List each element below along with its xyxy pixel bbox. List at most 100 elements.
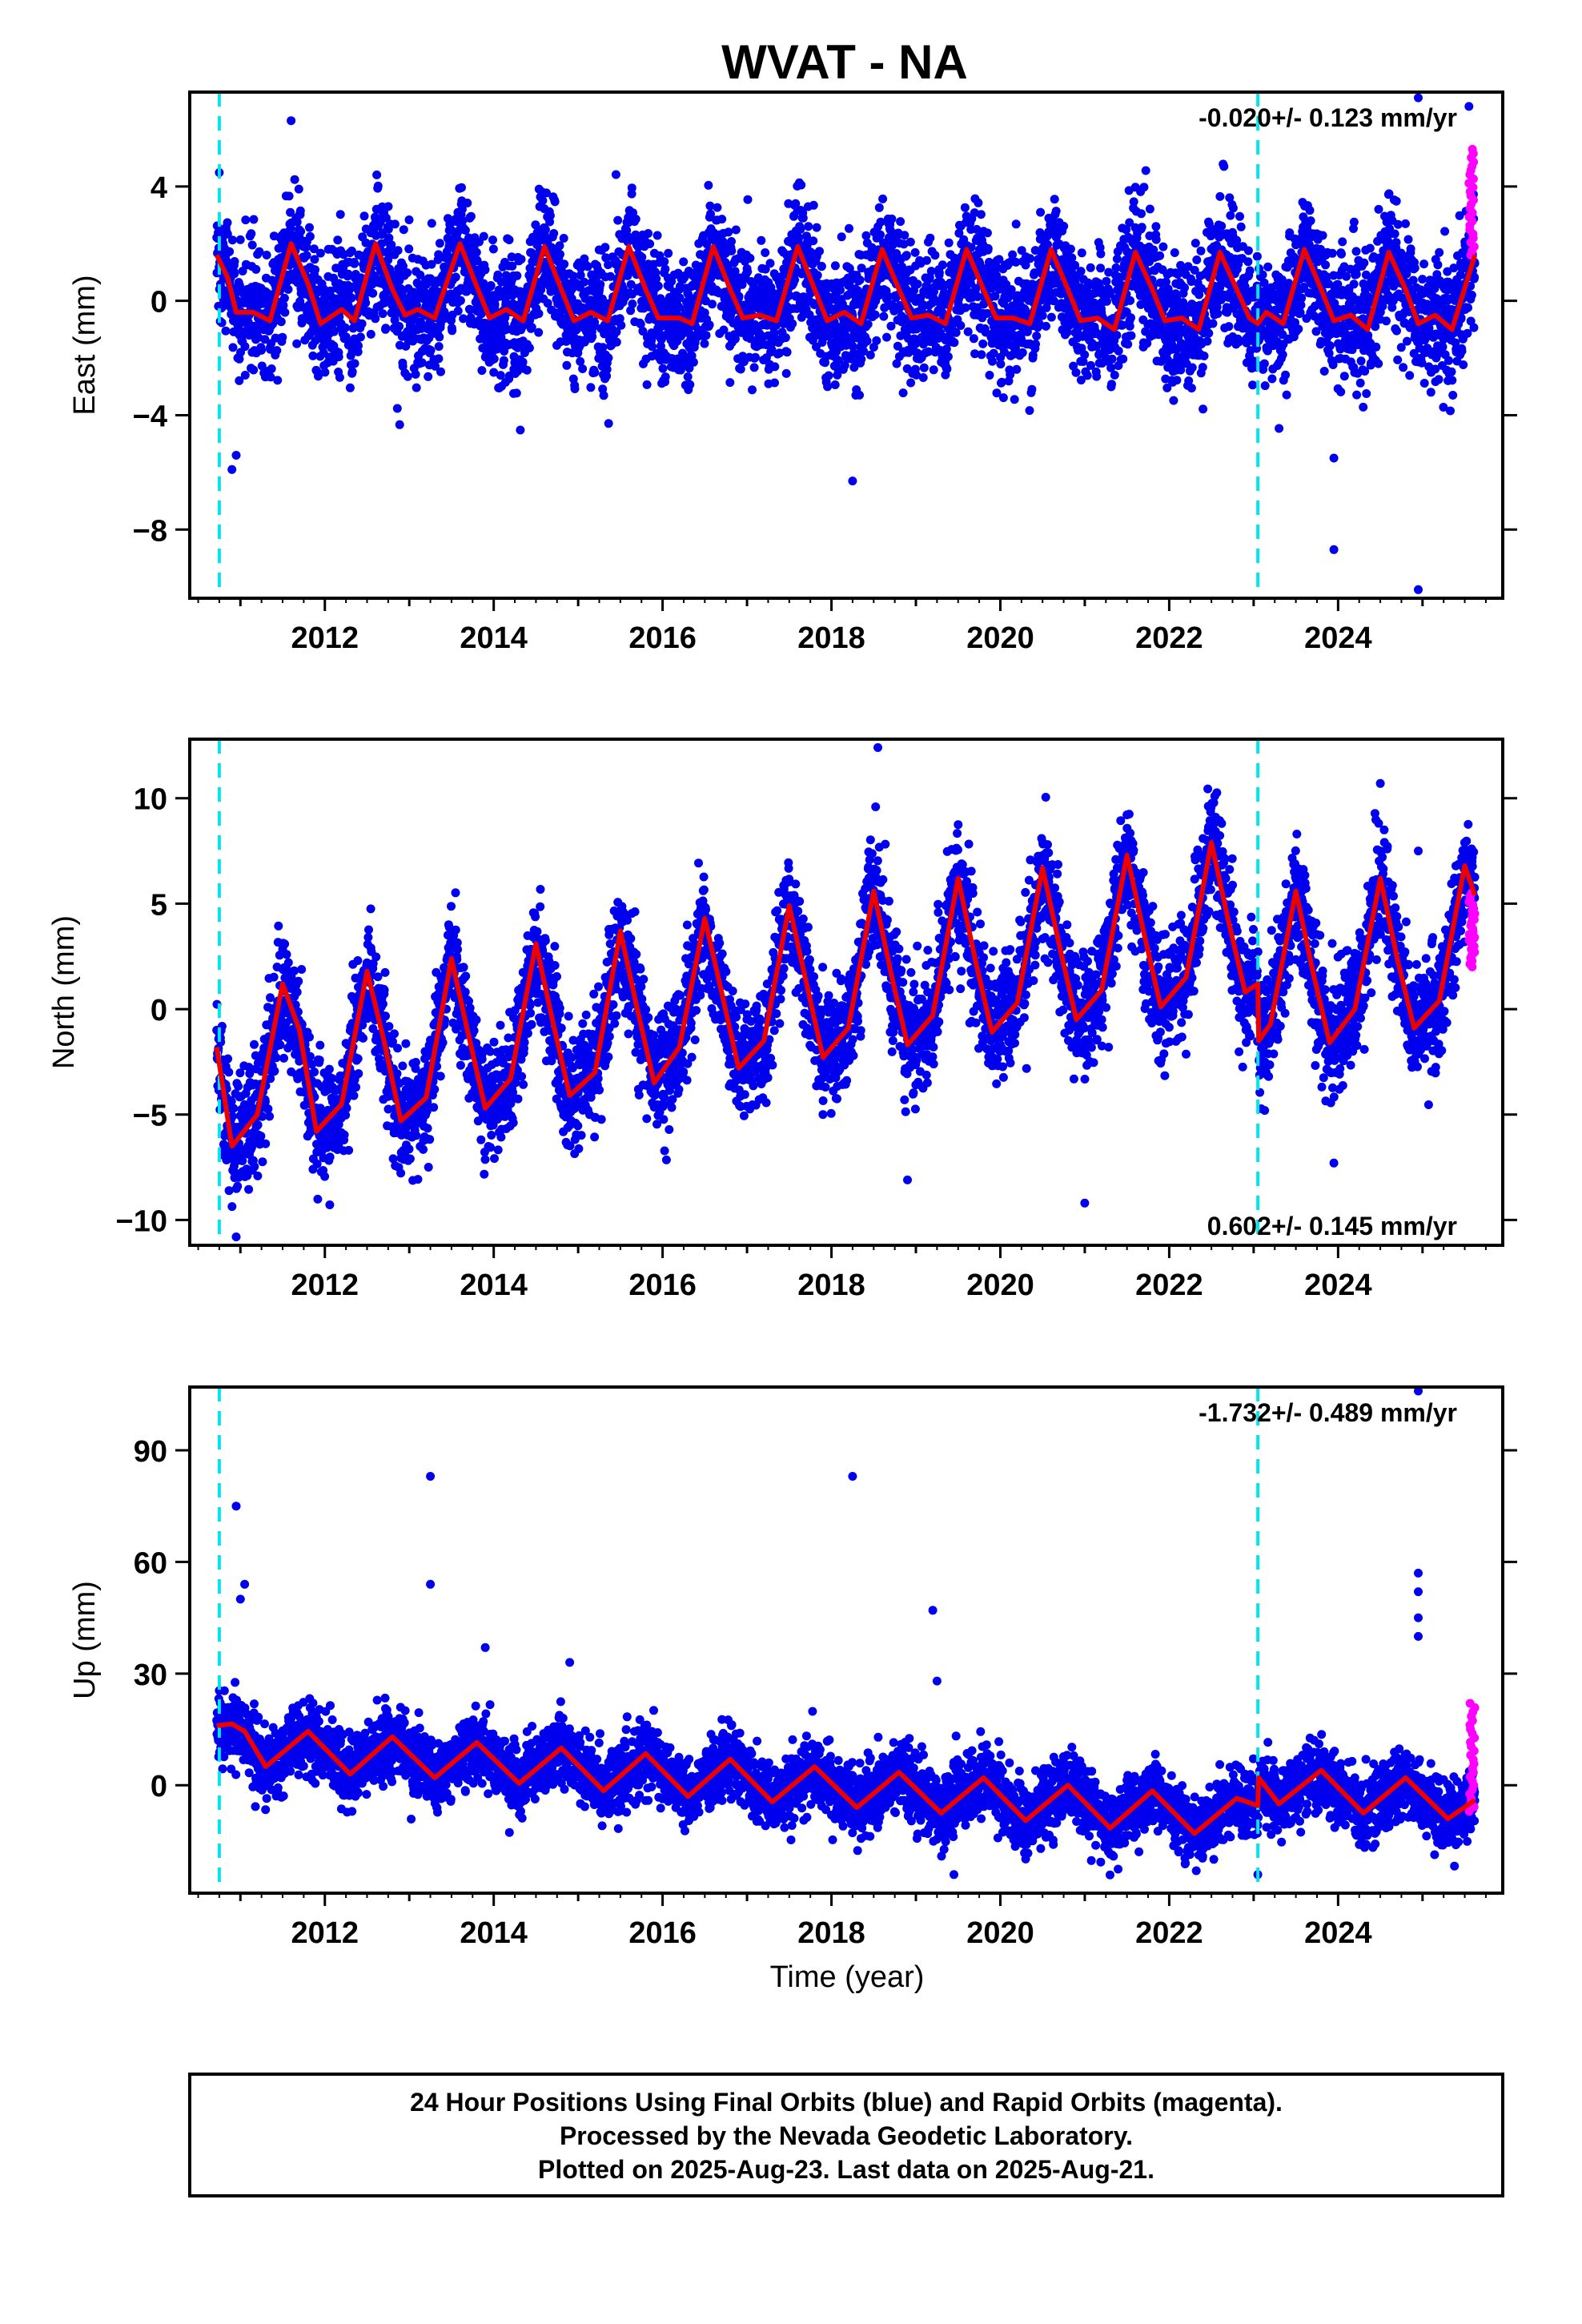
final-orbit-point: [504, 235, 514, 244]
final-orbit-point: [395, 322, 404, 331]
final-orbit-point: [658, 364, 668, 373]
final-orbit-point: [616, 320, 626, 330]
final-orbit-point: [938, 260, 947, 270]
final-orbit-point: [983, 243, 993, 253]
final-orbit-point: [347, 293, 356, 303]
final-orbit-point: [588, 332, 597, 341]
final-orbit-point: [434, 342, 444, 352]
final-orbit-point: [613, 215, 623, 225]
final-orbit-point: [985, 371, 994, 380]
final-orbit-point: [1198, 363, 1207, 372]
final-orbit-point: [1294, 324, 1303, 334]
final-orbit-point: [359, 211, 369, 221]
final-orbit-point: [874, 203, 884, 212]
final-orbit-point: [279, 293, 289, 303]
final-orbit-point: [1139, 183, 1149, 192]
final-orbit-point: [627, 183, 636, 193]
final-orbit-point: [284, 191, 294, 201]
final-orbit-point: [488, 235, 497, 245]
final-orbit-point: [596, 279, 605, 289]
final-orbit-point: [705, 320, 714, 330]
final-orbit-point: [1151, 222, 1161, 231]
final-orbit-point: [1259, 359, 1269, 368]
final-orbit-point: [1356, 356, 1366, 366]
final-orbit-point: [221, 326, 231, 336]
final-orbit-point: [1107, 380, 1116, 389]
final-orbit-point: [1339, 372, 1349, 381]
final-orbit-point: [1046, 312, 1056, 322]
final-orbit-point: [1215, 191, 1225, 201]
final-orbit-point: [545, 211, 555, 220]
final-orbit-point: [1260, 381, 1270, 391]
final-orbit-point: [882, 332, 891, 342]
final-orbit-point: [645, 239, 655, 248]
final-orbit-point: [628, 300, 637, 308]
final-orbit-point: [350, 359, 359, 368]
final-orbit-point: [1352, 390, 1362, 400]
final-orbit-point: [1325, 341, 1335, 351]
final-orbit-point: [1306, 216, 1315, 226]
final-orbit-point: [1278, 350, 1287, 360]
final-orbit-point: [1359, 258, 1369, 267]
final-orbit-point: [586, 383, 596, 392]
final-orbit-point: [934, 268, 944, 278]
final-orbit-point: [427, 219, 436, 228]
final-orbit-point: [963, 327, 973, 336]
east-final-orbit-series: [212, 93, 1480, 594]
final-orbit-point: [366, 329, 375, 339]
final-orbit-point: [824, 371, 833, 380]
final-orbit-point: [556, 250, 564, 259]
final-orbit-point: [225, 247, 235, 256]
final-orbit-point: [292, 217, 302, 227]
final-orbit-point: [1126, 331, 1136, 340]
final-orbit-point: [590, 317, 600, 327]
final-orbit-point: [1059, 222, 1069, 231]
final-orbit-point: [560, 259, 569, 269]
final-orbit-point: [1235, 211, 1244, 221]
final-orbit-point: [809, 200, 818, 210]
final-orbit-point: [297, 314, 307, 324]
final-orbit-point: [435, 239, 444, 248]
final-orbit-point: [340, 323, 350, 332]
final-orbit-point: [424, 372, 433, 381]
final-orbit-point: [1026, 254, 1035, 263]
final-orbit-point: [516, 425, 525, 435]
final-orbit-point: [457, 183, 466, 192]
final-orbit-point: [1092, 372, 1102, 381]
final-orbit-point: [1031, 340, 1040, 349]
final-orbit-point: [1110, 370, 1119, 380]
final-orbit-point: [637, 252, 647, 262]
final-orbit-point: [1365, 243, 1375, 253]
final-orbit-point: [1126, 296, 1135, 305]
final-orbit-point: [531, 220, 540, 230]
final-orbit-point: [1203, 336, 1212, 346]
final-orbit-point: [600, 243, 610, 252]
final-orbit-point: [857, 355, 866, 364]
final-orbit-point: [1066, 244, 1075, 254]
final-orbit-point: [689, 357, 698, 367]
final-orbit-point: [472, 247, 481, 257]
final-orbit-point: [1267, 374, 1277, 384]
final-orbit-point: [685, 380, 695, 389]
final-orbit-point: [770, 362, 780, 372]
final-orbit-point: [1111, 263, 1121, 272]
final-orbit-point: [813, 271, 822, 280]
final-orbit-point: [978, 339, 988, 348]
final-orbit-point: [788, 319, 797, 328]
final-orbit-point: [929, 365, 938, 375]
final-orbit-point: [290, 175, 299, 184]
final-orbit-point: [863, 320, 873, 329]
final-orbit-point: [872, 336, 881, 345]
final-orbit-point: [267, 364, 276, 373]
final-orbit-point: [580, 277, 589, 287]
final-orbit-point: [704, 180, 713, 190]
final-orbit-point: [540, 225, 550, 235]
final-orbit-point: [260, 335, 270, 344]
final-orbit-point: [988, 356, 997, 366]
final-orbit-point: [516, 255, 526, 264]
final-orbit-point: [1010, 395, 1019, 404]
final-orbit-point: [1077, 248, 1086, 258]
final-orbit-point: [223, 218, 232, 227]
final-orbit-point: [765, 259, 775, 268]
final-orbit-point: [748, 385, 757, 395]
